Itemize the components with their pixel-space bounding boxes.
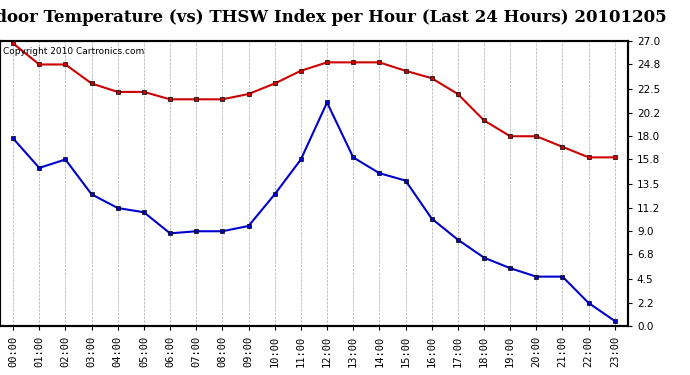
Text: Copyright 2010 Cartronics.com: Copyright 2010 Cartronics.com: [3, 47, 144, 56]
Text: Outdoor Temperature (vs) THSW Index per Hour (Last 24 Hours) 20101205: Outdoor Temperature (vs) THSW Index per …: [0, 9, 667, 26]
